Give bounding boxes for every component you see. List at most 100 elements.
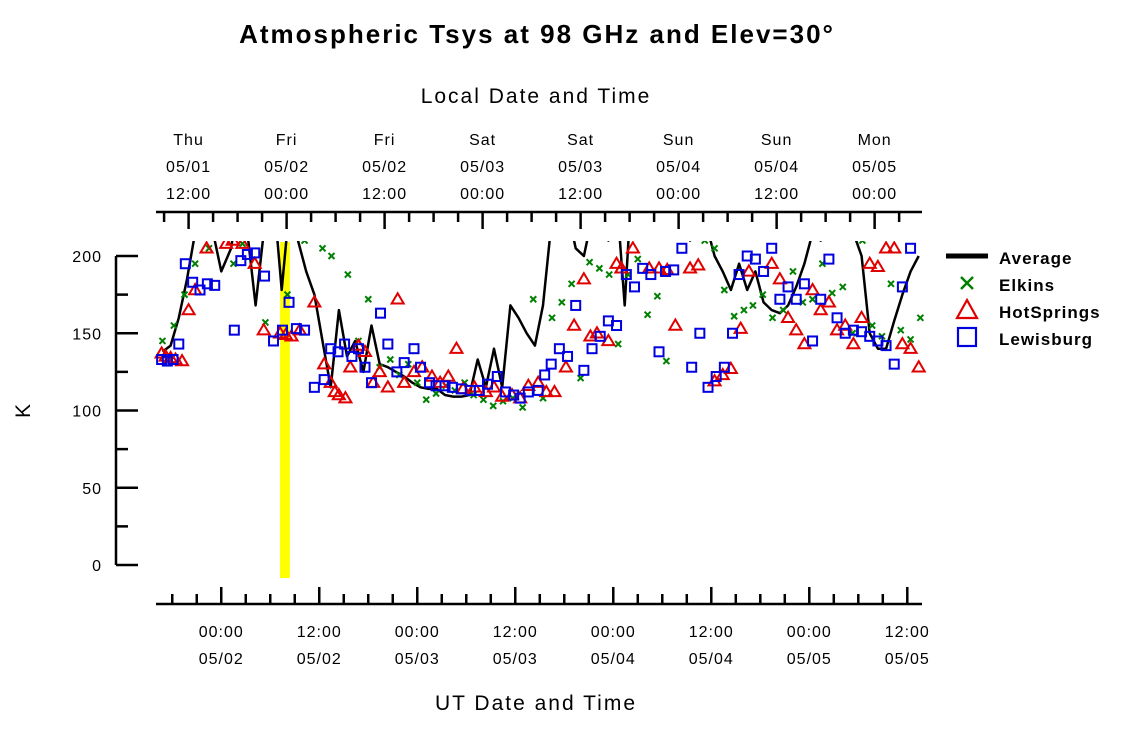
lewisburg-point: [637, 262, 649, 274]
lewisburg-point: [277, 324, 289, 336]
lewisburg-point: [194, 284, 206, 296]
lewisburg-point: [359, 361, 371, 373]
lewisburg-point: [209, 279, 221, 291]
top-tick-time: 12:00: [754, 186, 799, 203]
elkins-point: [479, 395, 488, 404]
highlight-band-layer: [280, 242, 290, 578]
bottom-tick-date: 05/03: [395, 651, 440, 668]
lewisburg-point: [710, 371, 722, 383]
hotsprings-point: [608, 255, 625, 269]
bottom-tick-time: 00:00: [395, 624, 440, 641]
average-line: [161, 241, 920, 398]
hotsprings-point: [255, 322, 272, 336]
hotsprings-point: [520, 377, 537, 391]
elkins-point: [759, 290, 767, 299]
lewisburg-point: [259, 270, 271, 282]
lewisburg-point: [268, 335, 280, 347]
lewisburg-point: [201, 278, 213, 290]
elkins-point: [595, 264, 604, 273]
hotsprings-point: [853, 309, 870, 323]
lewisburg-point: [896, 281, 908, 293]
series-clip-group: [153, 204, 927, 412]
lewisburg-point: [382, 338, 394, 350]
hotsprings-point: [902, 340, 919, 354]
lewisburg-point: [774, 293, 786, 305]
bottom-tick-time: 12:00: [297, 624, 342, 641]
top-tick-time: 12:00: [558, 186, 603, 203]
lewisburg-point: [668, 264, 680, 276]
bottom-tick-date: 05/02: [297, 651, 342, 668]
hotsprings-point: [772, 271, 788, 285]
bottom-tick-time: 00:00: [787, 624, 832, 641]
legend-label: Elkins: [999, 276, 1055, 295]
lewisburg-point: [815, 293, 827, 305]
top-tick-day: Thu: [173, 132, 204, 149]
elkins-point: [567, 280, 576, 288]
elkins-point: [422, 395, 430, 404]
lewisburg-point: [553, 343, 565, 355]
elkins-point: [364, 295, 372, 303]
top-tick-time: 12:00: [166, 186, 211, 203]
bottom-tick-time: 00:00: [591, 624, 636, 641]
legend-swatch-lewisburg: [956, 326, 978, 348]
elkins-point: [768, 314, 777, 322]
lewisburg-point: [782, 281, 794, 293]
lewisburg-point: [718, 361, 730, 373]
top-tick-day: Sun: [663, 132, 694, 149]
hotsprings-point: [732, 320, 749, 334]
hotsprings-point: [576, 271, 592, 285]
elkins-point: [662, 357, 671, 365]
hotsprings-point: [342, 359, 359, 373]
hotsprings-point: [894, 336, 911, 350]
lewisburg-point: [332, 346, 344, 358]
elkins-point: [868, 321, 876, 330]
top-tick-time: 00:00: [656, 186, 701, 203]
elkins-point: [808, 295, 817, 303]
lewisburg-point: [473, 384, 485, 396]
lewisburg-point: [539, 369, 551, 381]
bottom-tick-time: 12:00: [689, 624, 734, 641]
lewisburg-point: [831, 312, 843, 324]
bottom-tick-date: 05/05: [787, 651, 832, 668]
hotsprings-point: [870, 258, 886, 273]
lewisburg-point: [798, 278, 810, 290]
top-tick-date: 05/02: [264, 159, 309, 176]
bottom-tick-time: 00:00: [199, 624, 244, 641]
hotsprings-point: [788, 322, 804, 336]
elkins-point: [585, 258, 594, 266]
lewisburg-point: [318, 374, 330, 386]
lewisburg-point: [676, 242, 688, 254]
elkins-point: [489, 402, 497, 410]
top-tick-time: 00:00: [264, 186, 309, 203]
top-tick-time: 12:00: [362, 186, 407, 203]
lewisburg-point: [629, 281, 641, 293]
elkins-point: [283, 290, 292, 299]
lewisburg-point: [167, 354, 179, 366]
lewisburg-point: [823, 253, 835, 265]
lewisburg-point: [880, 340, 892, 352]
hotsprings-point: [246, 255, 263, 269]
lewisburg-point: [766, 242, 778, 254]
lewisburg-point: [491, 371, 503, 383]
top-tick-date: 05/03: [558, 159, 603, 176]
series-hotsprings: [153, 241, 927, 404]
lewisburg-point: [161, 355, 173, 367]
legend-label: Lewisburg: [999, 330, 1093, 349]
hotsprings-point: [180, 302, 197, 316]
lewisburg-point: [235, 255, 247, 267]
elkins-point: [692, 204, 698, 210]
lewisburg-point: [173, 338, 185, 350]
hotsprings-point: [380, 379, 396, 393]
lewisburg-point: [508, 389, 520, 401]
top-tick-day: Fri: [374, 132, 396, 149]
series-elkins: [158, 204, 925, 412]
lewisburg-point: [888, 358, 900, 370]
elkins-point: [576, 374, 585, 382]
elkins-point: [605, 270, 613, 279]
y-tick-label: 50: [82, 481, 102, 498]
lewisburg-point: [727, 327, 739, 339]
lewisburg-point: [283, 296, 295, 308]
bottom-tick-date: 05/04: [689, 651, 734, 668]
lewisburg-point: [532, 384, 544, 396]
legend-swatch-elkins: [960, 276, 974, 290]
